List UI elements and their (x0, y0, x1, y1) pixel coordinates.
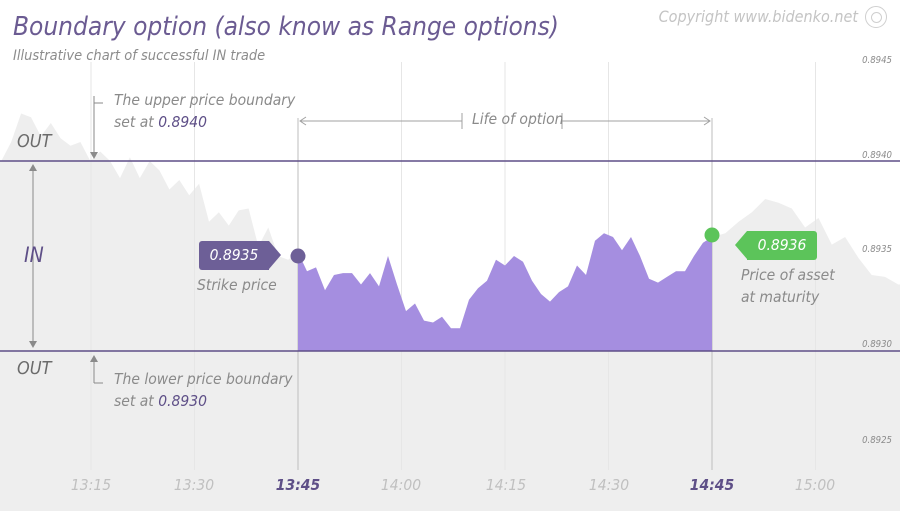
site-logo-icon (865, 6, 887, 28)
upper-boundary-note: The upper price boundary set at 0.8940 (114, 89, 295, 133)
maturity-price-badge: 0.8936 (735, 231, 817, 260)
upper-note-pointer (93, 96, 103, 154)
lower-note-pointer (93, 360, 103, 384)
x-tick-label: 13:30 (173, 476, 215, 494)
upper-boundary-note-line1: The upper price boundary (114, 91, 296, 109)
zone-label-out-bottom: OUT (17, 358, 52, 379)
boundary-lines (0, 160, 900, 352)
x-tick-label: 15:00 (794, 476, 836, 494)
lower-boundary-note-prefix: set at (114, 392, 154, 410)
y-tick-label: 0.8945 (862, 55, 892, 66)
y-tick-label: 0.8940 (862, 150, 892, 161)
zone-label-in: IN (24, 243, 44, 267)
maturity-note-line1: Price of asset (741, 266, 835, 284)
maturity-note-line2: at maturity (741, 288, 820, 306)
lower-boundary-value: 0.8930 (158, 392, 207, 410)
y-tick-label: 0.8930 (862, 339, 892, 350)
y-tick-label: 0.8925 (862, 435, 892, 446)
lower-boundary-note: The lower price boundary set at 0.8930 (114, 368, 293, 412)
annotation-markers (29, 96, 720, 384)
in-trade-price-area (298, 233, 712, 351)
upper-boundary-note-prefix: set at (114, 113, 154, 131)
x-tick-label: 14:30 (588, 476, 630, 494)
lower-note-arrow-head (90, 355, 98, 362)
background-price-area (0, 113, 900, 511)
in-range-arrow-head (29, 341, 37, 348)
life-of-option-label: Life of option (472, 110, 564, 128)
background-area-path (0, 113, 900, 511)
upper-boundary-value: 0.8940 (158, 113, 207, 131)
maturity-note: Price of asset at maturity (741, 264, 835, 308)
in-trade-area-path (298, 233, 712, 351)
lower-boundary-note-line1: The lower price boundary (114, 370, 293, 388)
upper-note-arrow-head (90, 152, 98, 159)
strike-price-badge: 0.8935 (199, 241, 281, 270)
x-tick-label: 14:45 (689, 476, 735, 494)
x-tick-label: 13:15 (70, 476, 112, 494)
y-tick-label: 0.8935 (862, 244, 892, 255)
in-range-arrow-head (29, 164, 37, 171)
chart-subtitle: Illustrative chart of successful IN trad… (13, 48, 266, 64)
x-tick-label: 14:15 (485, 476, 527, 494)
strike-price-label: Strike price (197, 276, 277, 294)
zone-label-out-top: OUT (17, 131, 52, 152)
strike-price-dot (290, 248, 306, 264)
life-arrow-head (299, 116, 307, 126)
x-tick-label: 13:45 (275, 476, 321, 494)
x-tick-label: 14:00 (380, 476, 422, 494)
maturity-price-dot (704, 227, 720, 243)
copyright-text: Copyright www.bidenko.net (658, 7, 858, 26)
chart-title: Boundary option (also know as Range opti… (13, 12, 559, 42)
life-arrow-head (703, 116, 711, 126)
